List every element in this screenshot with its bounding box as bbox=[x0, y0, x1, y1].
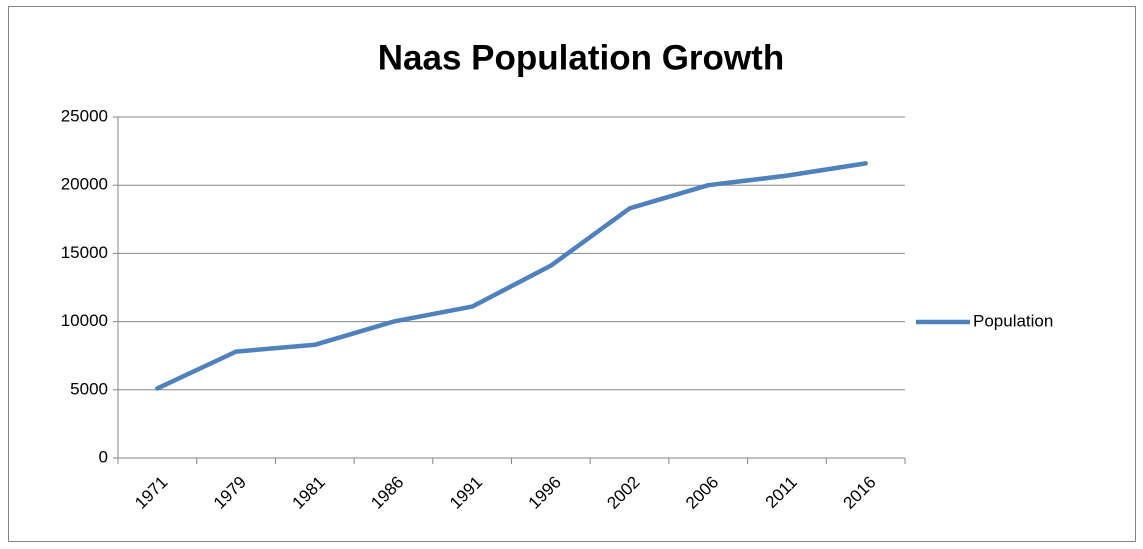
y-tick-label: 25000 bbox=[61, 106, 108, 125]
y-tick-label: 5000 bbox=[70, 379, 108, 398]
y-tick-label: 0 bbox=[99, 447, 108, 466]
chart-border bbox=[8, 6, 1136, 542]
data-line bbox=[155, 161, 868, 391]
y-tick-label: 15000 bbox=[61, 243, 108, 262]
legend-label: Population bbox=[973, 311, 1053, 330]
y-tick-label: 10000 bbox=[61, 311, 108, 330]
chart-title: Naas Population Growth bbox=[378, 38, 784, 77]
y-tick-label: 20000 bbox=[61, 175, 108, 194]
